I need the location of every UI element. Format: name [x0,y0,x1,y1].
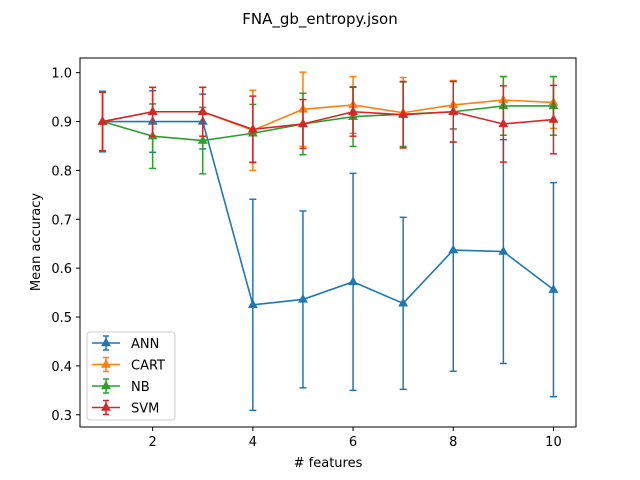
series-svm [97,80,559,164]
y-axis-label: Mean accuracy [29,193,44,292]
ann-point [548,284,559,293]
y-tick-label: 0.6 [51,262,72,277]
svm-point [498,118,509,128]
y-tick-label: 0.9 [51,116,72,131]
legend-label-ann: ANN [131,337,159,352]
x-axis-label: # features [294,456,363,471]
ann-point [298,293,308,303]
svm-point [548,114,559,123]
x-tick-label: 6 [349,435,357,450]
svm-point [398,109,409,118]
x-tick-label: 10 [545,435,562,450]
y-tick-label: 1.0 [51,67,72,82]
ann-point [247,299,258,309]
legend: ANN CART NB SVM [86,331,176,421]
ann-point [498,246,509,255]
legend-label-nb: NB [131,380,150,395]
chart-title: FNA_gb_entropy.json [242,10,397,29]
svm-point [97,116,108,125]
y-tick-label: 0.5 [51,311,72,326]
legend-label-cart: CART [131,359,165,374]
svm-point [348,106,358,115]
ann-point [398,297,409,307]
legend-box [86,331,176,421]
axes: 2 4 6 8 10 0.3 0.4 0.5 0.6 0.7 0.8 0.9 1.0 [51,67,561,450]
legend-marker-cart [101,358,111,368]
plot-area [97,71,559,412]
svm-point [298,118,308,128]
svm-line [102,110,554,131]
x-tick-label: 4 [249,435,257,450]
series-ann [97,89,559,412]
legend-marker-nb [101,380,111,390]
svm-point [448,106,459,115]
y-tick-label: 0.4 [51,360,72,375]
ann-point [348,276,358,286]
x-tick-label: 2 [149,435,157,450]
y-tick-label: 0.7 [51,213,72,228]
nb-point [197,135,208,144]
x-tick-label: 8 [449,435,457,450]
plot-frame [79,57,577,428]
y-tick-label: 0.8 [51,164,72,179]
series-nb [97,75,559,175]
y-tick-label: 0.3 [51,409,72,424]
svm-point [147,106,158,115]
nb-line [102,105,554,142]
ann-point [448,244,459,254]
svm-point [247,123,258,133]
cart-line [102,99,554,132]
legend-marker-ann [101,337,111,347]
svm-point [197,106,208,115]
legend-marker-svm [101,401,111,411]
ann-line [102,120,554,306]
legend-label-svm: SVM [131,402,159,417]
